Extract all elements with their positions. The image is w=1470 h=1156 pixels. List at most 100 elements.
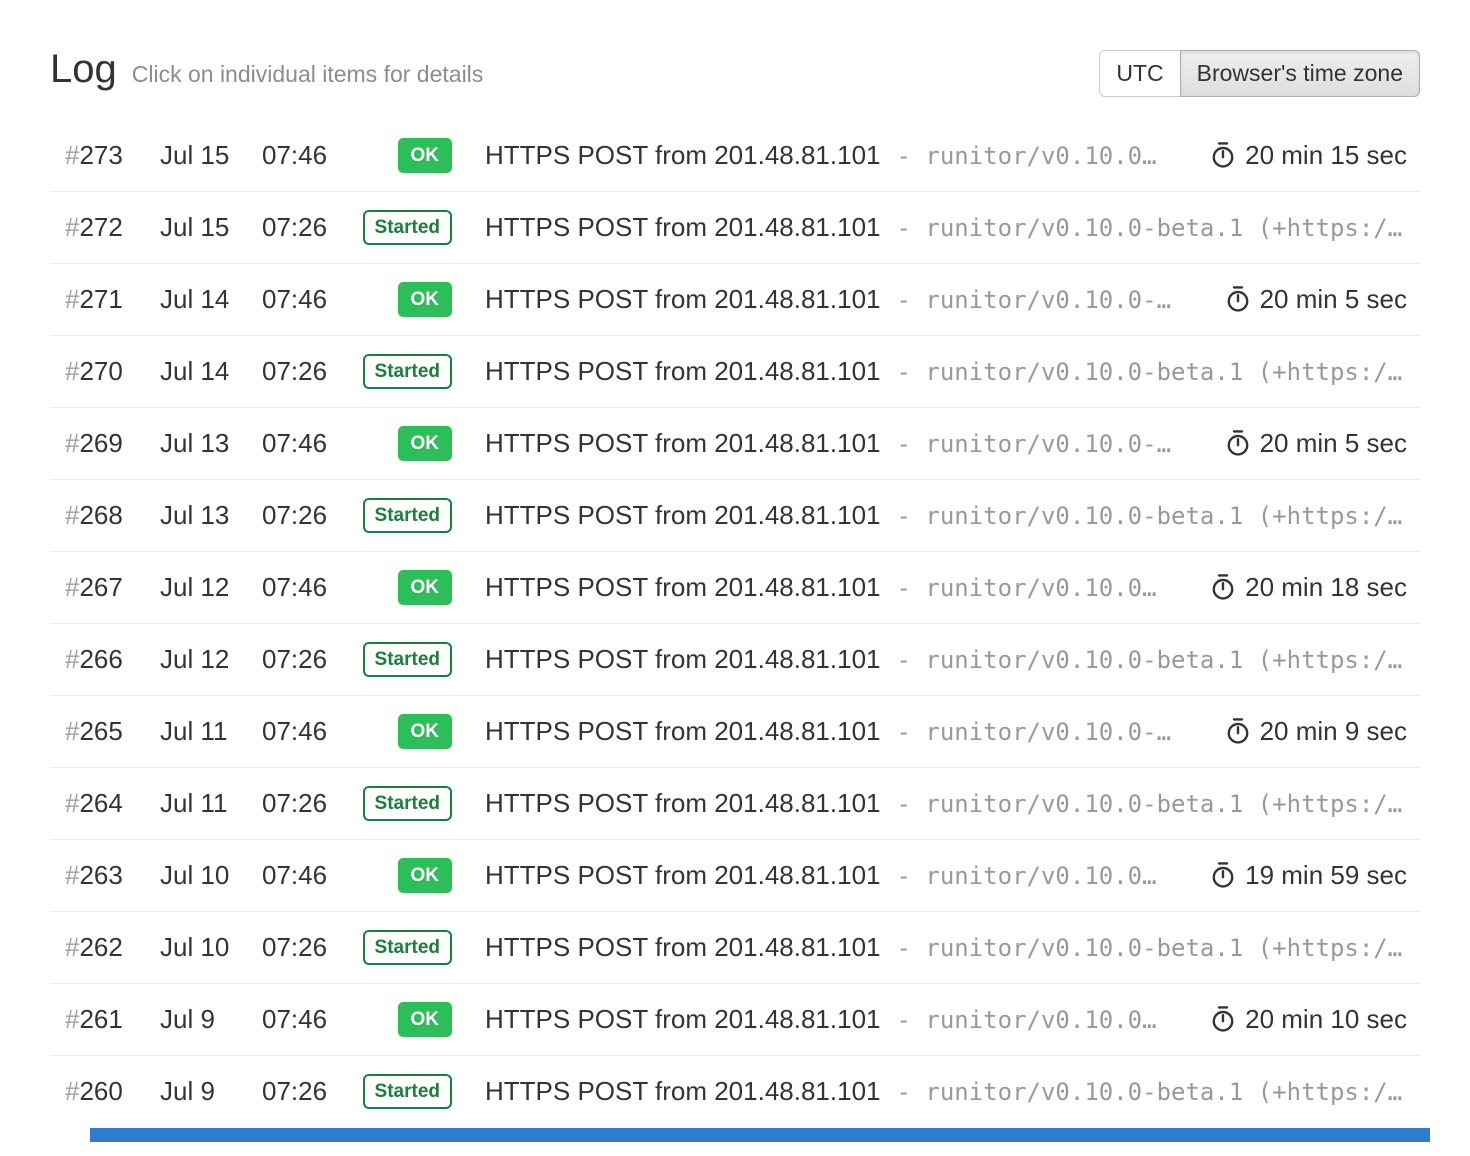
duration-text: 20 min 10 sec: [1245, 1003, 1407, 1034]
number-prefix: #: [65, 715, 80, 746]
event-number: #260: [65, 1075, 123, 1106]
stopwatch-icon: [1212, 142, 1234, 168]
event-duration: 20 min 15 sec: [1198, 140, 1407, 171]
user-agent-text: - runitor/v0.10.0…: [896, 573, 1157, 602]
stopwatch-icon: [1212, 1006, 1234, 1032]
event-description: HTTPS POST from 201.48.81.101 - runitor/v…: [485, 500, 1407, 531]
status-badge: Started: [362, 353, 452, 389]
event-source-text: HTTPS POST from 201.48.81.101: [485, 1003, 881, 1034]
event-time: 07:46: [262, 859, 328, 890]
event-time: 07:26: [262, 931, 328, 962]
page-title: Log: [50, 47, 117, 91]
status-badge: OK: [397, 569, 452, 605]
status-badge: Started: [362, 785, 452, 821]
log-row[interactable]: #269 Jul 13 07:46 OK HTTPS POST from 201…: [50, 408, 1420, 480]
status-badge-cell: OK: [355, 713, 452, 749]
log-row[interactable]: #267 Jul 12 07:46 OK HTTPS POST from 201…: [50, 552, 1420, 624]
event-description: HTTPS POST from 201.48.81.101 - runitor/v…: [485, 212, 1407, 243]
user-agent-text: - runitor/v0.10.0-beta.1 (+https:/…: [896, 645, 1403, 674]
event-description: HTTPS POST from 201.48.81.101 - runitor/v…: [485, 1076, 1407, 1107]
log-row[interactable]: #271 Jul 14 07:46 OK HTTPS POST from 201…: [50, 264, 1420, 336]
utc-button[interactable]: UTC: [1099, 50, 1181, 97]
status-badge-cell: Started: [355, 497, 452, 533]
event-description: HTTPS POST from 201.48.81.101 - runitor/v…: [485, 1004, 1198, 1035]
page-header: Log Click on individual items for detail…: [50, 0, 1420, 97]
number-prefix: #: [65, 571, 80, 602]
event-date: Jul 13: [160, 427, 230, 458]
event-number: #268: [65, 499, 123, 530]
event-number: #267: [65, 571, 123, 602]
number-prefix: #: [65, 1003, 80, 1034]
event-date: Jul 13: [160, 499, 230, 530]
log-row[interactable]: #264 Jul 11 07:26 Started HTTPS POST fro…: [50, 768, 1420, 840]
event-duration: 20 min 5 sec: [1213, 428, 1407, 459]
event-number: #262: [65, 931, 123, 962]
event-number: #265: [65, 715, 123, 746]
event-source-text: HTTPS POST from 201.48.81.101: [485, 211, 881, 242]
log-page: Log Click on individual items for detail…: [50, 0, 1420, 1127]
log-row[interactable]: #270 Jul 14 07:26 Started HTTPS POST fro…: [50, 336, 1420, 408]
event-number: #263: [65, 859, 123, 890]
event-description: HTTPS POST from 201.48.81.101 - runitor/v…: [485, 140, 1198, 171]
log-row[interactable]: #262 Jul 10 07:26 Started HTTPS POST fro…: [50, 912, 1420, 984]
event-time: 07:46: [262, 715, 328, 746]
log-row[interactable]: #260 Jul 9 07:26 Started HTTPS POST from…: [50, 1056, 1420, 1127]
duration-text: 20 min 5 sec: [1259, 427, 1407, 458]
event-source-text: HTTPS POST from 201.48.81.101: [485, 643, 881, 674]
event-source-text: HTTPS POST from 201.48.81.101: [485, 715, 881, 746]
log-row[interactable]: #265 Jul 11 07:46 OK HTTPS POST from 201…: [50, 696, 1420, 768]
timezone-toggle: UTC Browser's time zone: [1099, 50, 1420, 97]
status-badge: OK: [397, 425, 452, 461]
event-description: HTTPS POST from 201.48.81.101 - runitor/v…: [485, 284, 1213, 315]
status-badge-cell: Started: [355, 641, 452, 677]
status-badge: Started: [362, 641, 452, 677]
log-row[interactable]: #272 Jul 15 07:26 Started HTTPS POST fro…: [50, 192, 1420, 264]
user-agent-text: - runitor/v0.10.0-beta.1 (+https:/…: [896, 1077, 1403, 1106]
status-badge: Started: [362, 929, 452, 965]
event-time: 07:46: [262, 427, 328, 458]
event-source-text: HTTPS POST from 201.48.81.101: [485, 859, 881, 890]
number-prefix: #: [65, 283, 80, 314]
user-agent-text: - runitor/v0.10.0-…: [896, 285, 1172, 314]
number-prefix: #: [65, 427, 80, 458]
user-agent-text: - runitor/v0.10.0…: [896, 861, 1157, 890]
log-row[interactable]: #273 Jul 15 07:46 OK HTTPS POST from 201…: [50, 120, 1420, 192]
number-prefix: #: [65, 139, 80, 170]
user-agent-text: - runitor/v0.10.0-…: [896, 429, 1172, 458]
log-row[interactable]: #268 Jul 13 07:26 Started HTTPS POST fro…: [50, 480, 1420, 552]
user-agent-text: - runitor/v0.10.0…: [896, 141, 1157, 170]
duration-text: 20 min 9 sec: [1259, 715, 1407, 746]
number-prefix: #: [65, 931, 80, 962]
log-row[interactable]: #266 Jul 12 07:26 Started HTTPS POST fro…: [50, 624, 1420, 696]
event-description: HTTPS POST from 201.48.81.101 - runitor/v…: [485, 788, 1407, 819]
bottom-blue-bar: [90, 1128, 1430, 1142]
event-time: 07:46: [262, 571, 328, 602]
event-time: 07:26: [262, 211, 328, 242]
event-number: #261: [65, 1003, 123, 1034]
event-date: Jul 12: [160, 643, 230, 674]
log-row[interactable]: #263 Jul 10 07:46 OK HTTPS POST from 201…: [50, 840, 1420, 912]
event-number: #266: [65, 643, 123, 674]
log-row[interactable]: #261 Jul 9 07:46 OK HTTPS POST from 201.…: [50, 984, 1420, 1056]
user-agent-text: - runitor/v0.10.0…: [896, 1005, 1157, 1034]
stopwatch-icon: [1227, 286, 1248, 312]
event-date: Jul 9: [160, 1003, 215, 1034]
duration-text: 20 min 15 sec: [1245, 139, 1407, 170]
event-description: HTTPS POST from 201.48.81.101 - runitor/v…: [485, 572, 1198, 603]
status-badge: Started: [362, 209, 452, 245]
user-agent-text: - runitor/v0.10.0-beta.1 (+https:/…: [896, 501, 1403, 530]
event-date: Jul 15: [160, 211, 230, 242]
browser-timezone-button[interactable]: Browser's time zone: [1179, 50, 1420, 97]
event-duration: 20 min 18 sec: [1198, 572, 1407, 603]
event-source-text: HTTPS POST from 201.48.81.101: [485, 355, 881, 386]
user-agent-text: - runitor/v0.10.0-beta.1 (+https:/…: [896, 357, 1403, 386]
title-wrap: Log Click on individual items for detail…: [50, 46, 483, 92]
event-date: Jul 14: [160, 283, 230, 314]
event-date: Jul 11: [160, 715, 228, 746]
status-badge-cell: OK: [355, 137, 452, 173]
event-duration: 20 min 9 sec: [1213, 716, 1407, 747]
event-time: 07:26: [262, 787, 328, 818]
event-number: #271: [65, 283, 123, 314]
event-duration: 19 min 59 sec: [1198, 860, 1407, 891]
status-badge-cell: OK: [355, 281, 452, 317]
